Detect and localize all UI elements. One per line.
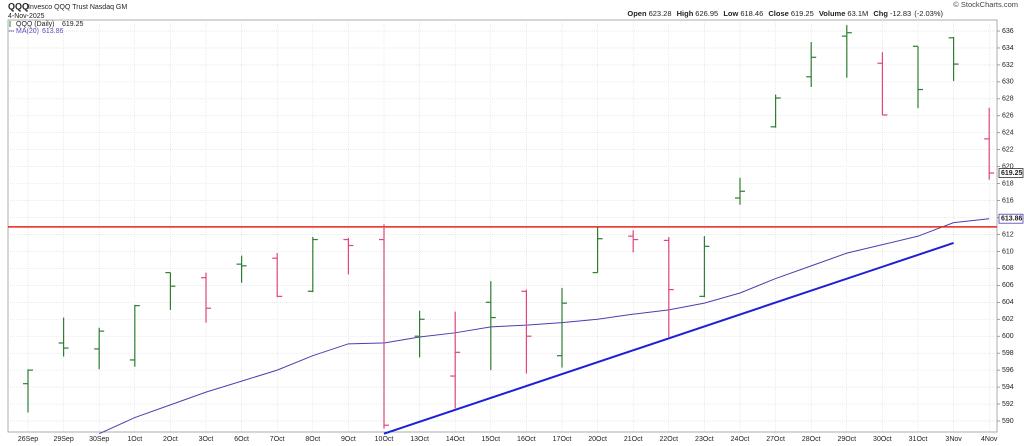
x-tick-label: 30Sep <box>89 436 109 443</box>
x-tick-label: 29Sep <box>53 436 73 443</box>
legend-label: MA(20) <box>16 28 39 35</box>
x-tick-label: 6Oct <box>234 436 249 443</box>
x-tick-label: 31Oct <box>909 436 928 443</box>
chart-title: QQQ <box>8 1 29 11</box>
x-tick-label: 13Oct <box>410 436 429 443</box>
x-tick-label: 17Oct <box>553 436 572 443</box>
x-tick-label: 29Oct <box>837 436 856 443</box>
chart-date: 4-Nov-2025 <box>8 13 45 20</box>
legend-value: 619.25 <box>62 21 84 28</box>
y-tick-label: 632 <box>1002 62 1014 69</box>
quote-label: Low <box>723 9 739 18</box>
plot-frame <box>7 19 998 433</box>
x-tick-label: 7Oct <box>270 436 285 443</box>
y-tick-label: 602 <box>1002 316 1014 323</box>
y-tick-label: 608 <box>1002 265 1014 272</box>
y-tick-label: 600 <box>1002 333 1014 340</box>
quote-label: Chg <box>873 9 888 18</box>
y-tick-label: 616 <box>1002 197 1014 204</box>
price-box <box>998 213 1024 224</box>
x-tick-label: 20Oct <box>588 436 607 443</box>
x-tick-label: 30Oct <box>873 436 892 443</box>
quote-value: 623.28 <box>648 9 672 18</box>
quote-value: (-2.03%) <box>914 9 943 18</box>
x-tick-label: 16Oct <box>517 436 536 443</box>
quote-label: Volume <box>818 9 846 18</box>
x-tick-label: 23Oct <box>695 436 714 443</box>
quote-bar: Open 623.28 High 626.95 Low 618.46 Close 619… <box>627 9 946 18</box>
y-tick-label: 596 <box>1002 367 1014 374</box>
copyright: © StockCharts.com <box>953 0 1018 9</box>
quote-value: 626.95 <box>695 9 719 18</box>
y-tick-label: 636 <box>1002 28 1014 35</box>
x-tick-label: 15Oct <box>481 436 500 443</box>
y-tick-label: 606 <box>1002 282 1014 289</box>
quote-label: High <box>676 9 694 18</box>
price-box <box>998 168 1024 178</box>
x-tick-label: 8Oct <box>305 436 320 443</box>
trend-line <box>383 242 954 435</box>
y-tick-label: 610 <box>1002 248 1014 255</box>
y-tick-label: 590 <box>1002 418 1014 425</box>
quote-value: 618.46 <box>740 9 764 18</box>
legend-value: 613.86 <box>42 28 64 35</box>
y-tick-label: 630 <box>1002 79 1014 86</box>
x-tick-label: 4Nov <box>981 436 998 443</box>
y-tick-label: 620 <box>1002 164 1014 171</box>
y-tick-label: 594 <box>1002 384 1014 391</box>
y-tick-label: 612 <box>1002 231 1014 238</box>
y-tick-label: 592 <box>1002 401 1014 408</box>
quote-value: 63.1M <box>847 9 869 18</box>
plot: 5905925945965986006026046066086106126146… <box>7 19 1024 443</box>
quote-value: -12.83 <box>889 9 912 18</box>
x-tick-label: 9Oct <box>341 436 356 443</box>
y-tick-label: 626 <box>1002 113 1014 120</box>
chart-subtitle: Invesco QQQ Trust Nasdaq GM <box>28 4 127 11</box>
y-tick-label: 622 <box>1002 147 1014 154</box>
ma-line <box>98 218 990 435</box>
quote-value: 619.25 <box>790 9 814 18</box>
price-box-label: 619.25 <box>1001 170 1023 177</box>
legend-label: QQQ (Daily) <box>16 21 55 28</box>
y-tick-label: 618 <box>1002 180 1014 187</box>
x-tick-label: 1Oct <box>127 436 142 443</box>
x-tick-label: 14Oct <box>446 436 465 443</box>
quote-label: Open <box>627 9 647 18</box>
x-tick-label: 2Oct <box>163 436 178 443</box>
y-tick-label: 624 <box>1002 130 1014 137</box>
quote-label: Close <box>768 9 789 18</box>
x-tick-label: 28Oct <box>802 436 821 443</box>
x-tick-label: 10Oct <box>375 436 394 443</box>
y-tick-label: 634 <box>1002 45 1014 52</box>
x-tick-label: 3Nov <box>945 436 962 443</box>
y-tick-label: 604 <box>1002 299 1014 306</box>
x-tick-label: 3Oct <box>199 436 214 443</box>
y-tick-label: 598 <box>1002 350 1014 357</box>
x-tick-label: 21Oct <box>624 436 643 443</box>
x-tick-label: 22Oct <box>659 436 678 443</box>
y-tick-label: 628 <box>1002 96 1014 103</box>
x-tick-label: 26Sep <box>18 436 38 443</box>
x-tick-label: 27Oct <box>766 436 785 443</box>
x-tick-label: 24Oct <box>731 436 750 443</box>
price-box-label: 613.86 <box>1001 216 1023 223</box>
